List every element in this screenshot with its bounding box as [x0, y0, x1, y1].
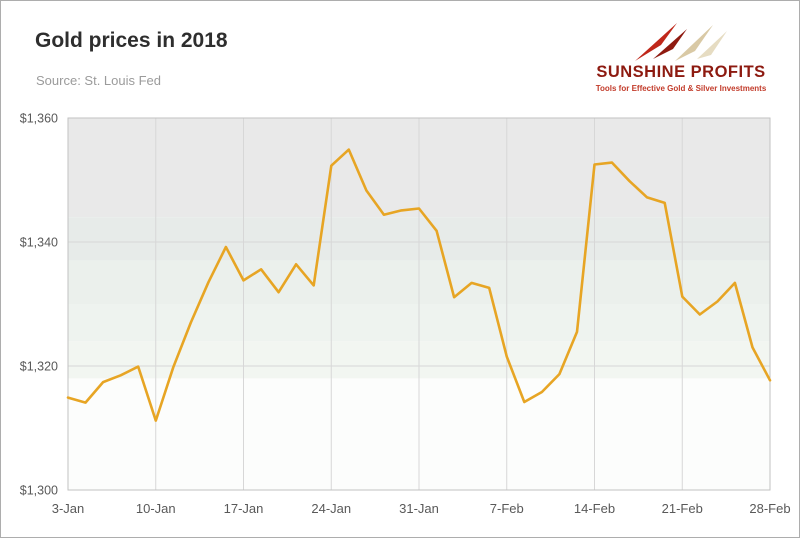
svg-text:3-Jan: 3-Jan: [52, 501, 85, 516]
logo-name: SUNSHINE PROFITS: [596, 63, 766, 81]
page-title: Gold prices in 2018: [35, 29, 228, 52]
svg-text:10-Jan: 10-Jan: [136, 501, 176, 516]
svg-text:17-Jan: 17-Jan: [224, 501, 264, 516]
svg-text:$1,300: $1,300: [20, 484, 58, 498]
svg-text:21-Feb: 21-Feb: [662, 501, 703, 516]
svg-text:31-Jan: 31-Jan: [399, 501, 439, 516]
axis-tick-labels: $1,300 $1,320 $1,340 $1,360 3-Jan 10-Jan 17-Ja…: [20, 112, 791, 517]
svg-text:28-Feb: 28-Feb: [749, 501, 790, 516]
source-note: Source: St. Louis Fed: [36, 73, 162, 88]
plot-frame: [67, 117, 771, 491]
sunshine-profits-logo-icon: [635, 23, 727, 61]
sunshine-profits-logo: SUNSHINE PROFITS Tools for Effective Gol…: [585, 19, 777, 93]
gridlines: [67, 118, 771, 490]
svg-text:$1,360: $1,360: [20, 112, 58, 126]
gold-price-line: [66, 148, 772, 422]
svg-text:$1,320: $1,320: [20, 360, 58, 374]
svg-text:7-Feb: 7-Feb: [490, 501, 524, 516]
logo-tagline: Tools for Effective Gold & Silver Invest…: [595, 84, 767, 93]
svg-text:24-Jan: 24-Jan: [311, 501, 351, 516]
svg-text:14-Feb: 14-Feb: [574, 501, 615, 516]
svg-text:$1,340: $1,340: [20, 236, 58, 250]
